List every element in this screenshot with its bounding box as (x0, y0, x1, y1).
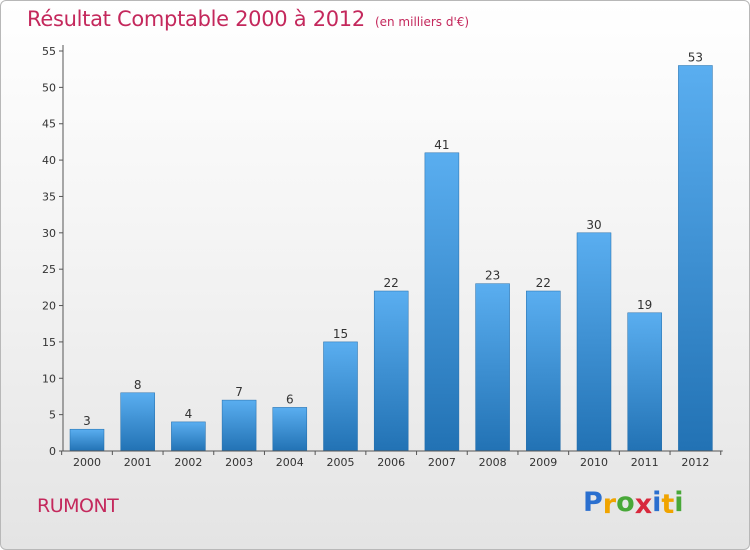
bar-2004 (272, 407, 308, 452)
x-tick-label-2007: 2007 (428, 456, 456, 469)
x-tick-label-2006: 2006 (377, 456, 405, 469)
value-label-2004: 6 (286, 392, 294, 406)
value-label-2002: 4 (185, 407, 193, 421)
commune-name: RUMONT (37, 495, 119, 517)
bar-2012 (678, 65, 713, 452)
value-label-2006: 22 (384, 276, 399, 290)
axes-group: 0 5 10 15 20 25 30 35 40 45 50 55 2000 2001 2002 2003 20… (42, 45, 723, 469)
bars-group: 3 8 4 7 6 15 22 41 23 22 30 19 53 (69, 51, 713, 452)
x-tick-label-2003: 2003 (225, 456, 253, 469)
y-tick-label: 55 (42, 45, 56, 58)
value-label-2003: 7 (235, 385, 243, 399)
chart-title-text: Résultat Comptable 2000 à 2012 (27, 7, 365, 31)
x-tick-label-2008: 2008 (479, 456, 507, 469)
y-tick-label: 15 (42, 336, 56, 349)
y-tick-label: 20 (42, 300, 56, 313)
bar-2003 (221, 399, 257, 452)
bar-2009 (526, 290, 561, 452)
proxiti-logo: Proxiti (583, 487, 684, 520)
y-tick-label: 30 (42, 227, 56, 240)
y-tick-label: 5 (49, 409, 56, 422)
value-label-2008: 23 (485, 269, 500, 283)
logo-letter: o (616, 487, 635, 518)
value-label-2010: 30 (586, 218, 601, 232)
logo-letter: i (652, 487, 662, 518)
bar-2011 (627, 312, 662, 452)
y-tick-label: 45 (42, 118, 56, 131)
y-tick-label: 0 (49, 445, 56, 458)
bar-2008 (475, 283, 510, 452)
x-tick-label-2009: 2009 (529, 456, 557, 469)
value-label-2012: 53 (688, 51, 703, 65)
logo-letter: r (602, 489, 617, 520)
y-tick-label: 50 (42, 81, 56, 94)
value-label-2001: 8 (134, 378, 142, 392)
value-label-2000: 3 (83, 414, 91, 428)
logo-letter: t (661, 489, 675, 520)
bar-2001 (120, 392, 155, 452)
y-tick-label: 35 (42, 190, 56, 203)
logo-letter: P (583, 487, 603, 518)
value-label-2007: 41 (434, 138, 449, 152)
value-label-2009: 22 (536, 276, 551, 290)
bar-2007 (424, 152, 460, 452)
chart-subtitle: (en milliers d'€) (374, 15, 470, 29)
logo-letter: i (674, 487, 684, 518)
bar-2002 (171, 421, 206, 452)
x-tick-label-2010: 2010 (580, 456, 608, 469)
logo-letter: x (634, 489, 653, 520)
bar-2006 (373, 290, 409, 452)
value-label-2011: 19 (637, 298, 652, 312)
chart-title: Résultat Comptable 2000 à 2012 (en millie… (27, 7, 469, 31)
y-tick-label: 10 (42, 372, 56, 385)
y-tick-label: 40 (42, 154, 56, 167)
x-tick-label-2011: 2011 (631, 456, 659, 469)
bar-2010 (576, 232, 612, 452)
x-tick-label-2001: 2001 (124, 456, 152, 469)
bar-2000 (69, 428, 105, 452)
x-tick-label-2004: 2004 (276, 456, 304, 469)
x-tick-label-2012: 2012 (681, 456, 709, 469)
x-tick-label-2002: 2002 (174, 456, 202, 469)
value-label-2005: 15 (333, 327, 348, 341)
x-tick-label-2005: 2005 (327, 456, 355, 469)
y-tick-label: 25 (42, 263, 56, 276)
bar-2005 (323, 341, 358, 452)
x-tick-label-2000: 2000 (73, 456, 101, 469)
